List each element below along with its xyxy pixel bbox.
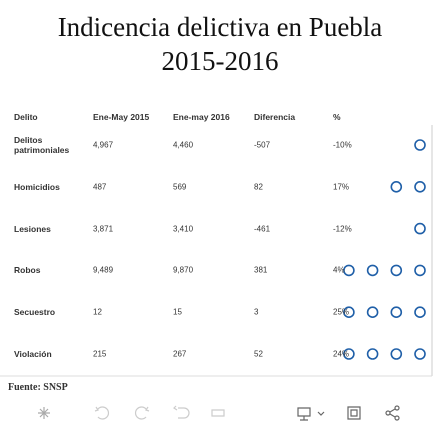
shape	[414, 306, 426, 319]
cell: 215	[93, 349, 107, 359]
cell: -461	[254, 224, 271, 234]
shape	[414, 139, 426, 151]
row-label: Homicidios	[14, 181, 60, 192]
shape	[366, 306, 379, 319]
shape	[390, 306, 403, 319]
cell: 4%	[333, 265, 345, 275]
shape	[343, 306, 355, 319]
row-label: Robos	[14, 265, 41, 276]
shape	[343, 264, 355, 277]
cell: 24%	[333, 349, 350, 359]
cell: 12	[93, 307, 102, 317]
cell: 3,871	[93, 224, 114, 234]
cell: 569	[173, 182, 187, 192]
cell: 25%	[333, 307, 350, 317]
footer: Fuente: SNSP	[8, 382, 68, 393]
shape	[414, 264, 426, 277]
shape	[390, 348, 403, 360]
title: Indicencia delictiva en Puebla	[57, 12, 383, 42]
shape	[366, 348, 379, 360]
shape	[366, 264, 379, 277]
shape	[390, 264, 403, 277]
shape	[414, 348, 426, 360]
row-label: Lesiones	[14, 223, 51, 234]
row-label: Secuestro	[14, 307, 56, 318]
cell: 487	[93, 182, 107, 192]
cell: -10%	[333, 140, 352, 150]
cell: 4,967	[93, 140, 114, 150]
cell: 3,410	[173, 224, 194, 234]
cell: -507	[254, 140, 271, 150]
toolbar[interactable]	[38, 405, 400, 421]
shape	[414, 222, 426, 235]
cell: 52	[254, 349, 263, 359]
column-header: Ene-may 2016	[173, 112, 230, 122]
column-header: Delito	[14, 112, 38, 122]
shape	[343, 348, 355, 360]
cell: 82	[254, 182, 263, 192]
cell: 9,489	[93, 265, 114, 275]
cell: -12%	[333, 224, 352, 234]
cell: 267	[173, 349, 187, 359]
shape	[390, 181, 403, 193]
shape	[414, 181, 426, 193]
column-header: %	[333, 112, 341, 122]
row-label: Delitos patrimoniales	[14, 135, 70, 155]
column-header: Diferencia	[254, 112, 296, 122]
cell: 3	[254, 307, 259, 317]
cell: 9,870	[173, 265, 194, 275]
column-header: Ene-May 2015	[93, 112, 150, 122]
row-label: Violación	[14, 349, 52, 359]
title: 2015-2016	[161, 46, 279, 76]
cell: 15	[173, 307, 182, 317]
cell: 4,460	[173, 140, 194, 150]
cell: 381	[254, 265, 268, 275]
cell: 17%	[333, 182, 350, 192]
